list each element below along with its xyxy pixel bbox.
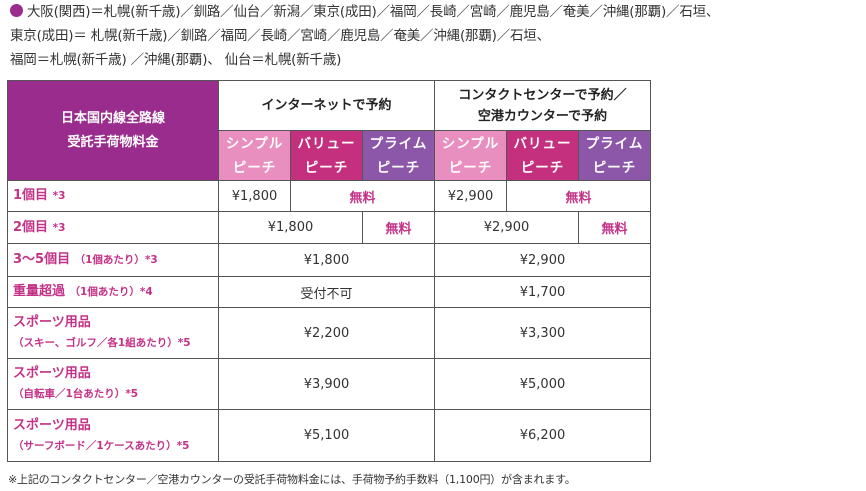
fare-header-prime-peach: プライム ピーチ: [362, 130, 435, 181]
route-text: 福岡＝札幌(新千歳) ／沖縄(那覇)、 仙台＝札幌(新千歳): [10, 52, 342, 68]
route-text: 大阪(関西)＝札幌(新千歳)／釧路／仙台／新潟／東京(成田)／福岡／長崎／宮崎／…: [27, 4, 720, 20]
route-list: 大阪(関西)＝札幌(新千歳)／釧路／仙台／新潟／東京(成田)／福岡／長崎／宮崎／…: [10, 0, 860, 72]
row-header: スポーツ用品 （サーフボード／1ケースあたり）*5: [7, 409, 219, 462]
fee-cell: ¥5,000: [433, 358, 652, 410]
row-header: スポーツ用品 （スキー、ゴルフ／各1組あたり）*5: [7, 307, 219, 359]
row-sublabel: （スキー、ゴルフ／各1組あたり）: [13, 337, 178, 349]
table-row: 3～5個目 （1個あたり）*3 ¥1,800 ¥2,900: [7, 243, 652, 277]
row-header: 2個目 *3: [7, 211, 219, 244]
fare-name: シンプル: [441, 135, 500, 152]
row-header: スポーツ用品 （自転車／1台あたり）*5: [7, 358, 219, 410]
row-label: 2個目: [13, 219, 49, 235]
table-row: 2個目 *3 ¥1,800 無料 ¥2,900 無料: [7, 211, 652, 244]
corner-line-1: 日本国内線全路線: [60, 110, 165, 126]
row-sublabel: （1個あたり）: [74, 254, 145, 266]
row-note: *5: [125, 388, 139, 400]
fee-cell: ¥6,200: [433, 409, 652, 462]
fee-cell: ¥5,100: [218, 409, 435, 462]
group-label: インターネットで予約: [261, 98, 392, 113]
fee-cell: ¥2,900: [433, 243, 652, 277]
row-sublabel: （1個あたり）: [69, 286, 140, 298]
table-row: スポーツ用品 （スキー、ゴルフ／各1組あたり）*5 ¥2,200 ¥3,300: [7, 307, 652, 359]
row-header: 1個目 *3: [7, 180, 219, 212]
fee-cell: 無料: [505, 180, 652, 212]
group-header-internet: インターネットで予約: [218, 80, 435, 131]
fee-cell: ¥2,200: [218, 307, 435, 359]
row-sublabel: （サーフボード／1ケースあたり）: [13, 439, 177, 452]
fare-name: バリュー: [513, 135, 572, 152]
fee-cell: ¥1,800: [218, 180, 291, 212]
fee-cell: ¥2,900: [434, 211, 579, 244]
row-header: 3～5個目 （1個あたり）*3: [7, 243, 219, 277]
fee-cell: 無料: [290, 180, 435, 212]
group-label-line-1: コンタクトセンターで予約／: [458, 87, 627, 103]
row-note: *3: [52, 190, 66, 202]
fare-header-prime-peach: プライム ピーチ: [577, 130, 652, 181]
route-line-tokyo: 東京(成田)＝ 札幌(新千歳)／釧路／福岡／長崎／宮崎／鹿児島／奄美／沖縄(那覇…: [10, 24, 860, 48]
row-label: 3～5個目: [13, 252, 71, 267]
table-corner-header: 日本国内線全路線 受託手荷物料金: [7, 80, 219, 181]
fare-name: シンプル: [225, 135, 284, 152]
footnote: ※上記のコンタクトセンター／空港カウンターの受託手荷物料金には、手荷物予約手数料…: [8, 473, 576, 486]
group-label-line-2: 空港カウンターで予約: [477, 108, 608, 124]
table-row: スポーツ用品 （自転車／1台あたり）*5 ¥3,900 ¥5,000: [7, 358, 652, 410]
fee-cell: ¥1,800: [218, 211, 363, 244]
row-note: *5: [176, 439, 190, 452]
row-header: 重量超過 （1個あたり）*4: [7, 276, 219, 308]
fare-name: ピーチ: [592, 159, 637, 176]
fare-header-simple-peach: シンプル ピーチ: [218, 130, 291, 181]
fee-cell: 無料: [362, 211, 435, 244]
fee-cell: 無料: [577, 211, 652, 244]
fare-name: バリュー: [297, 135, 356, 152]
bullet-dot-icon: [10, 4, 23, 17]
row-label: スポーツ用品: [13, 417, 91, 433]
fare-name: プライム: [369, 135, 428, 152]
fee-cell: 受付不可: [218, 276, 435, 308]
route-line-fukuoka: 福岡＝札幌(新千歳) ／沖縄(那覇)、 仙台＝札幌(新千歳): [10, 48, 860, 72]
table-row: 重量超過 （1個あたり）*4 受付不可 ¥1,700: [7, 276, 652, 308]
fare-header-value-peach: バリュー ピーチ: [506, 130, 579, 181]
row-note: *4: [139, 286, 153, 298]
fee-cell: ¥2,900: [434, 180, 507, 212]
row-label: 1個目: [13, 188, 49, 203]
route-text: 東京(成田)＝ 札幌(新千歳)／釧路／福岡／長崎／宮崎／鹿児島／奄美／沖縄(那覇…: [10, 28, 550, 44]
row-label: スポーツ用品: [13, 366, 91, 381]
row-sublabel: （自転車／1台あたり）: [13, 388, 126, 400]
row-note: *3: [144, 254, 158, 266]
table-row: 1個目 *3 ¥1,800 無料 ¥2,900 無料: [7, 180, 652, 212]
fee-cell: ¥3,300: [433, 307, 652, 359]
corner-line-2: 受託手荷物料金: [67, 134, 159, 150]
row-note: *3: [52, 221, 66, 234]
fare-header-value-peach: バリュー ピーチ: [290, 130, 363, 181]
fare-name: ピーチ: [520, 159, 565, 176]
fare-header-simple-peach: シンプル ピーチ: [434, 130, 507, 181]
row-label: 重量超過: [13, 284, 66, 299]
fare-name: プライム: [585, 135, 644, 152]
route-line-osaka: 大阪(関西)＝札幌(新千歳)／釧路／仙台／新潟／東京(成田)／福岡／長崎／宮崎／…: [10, 0, 860, 24]
row-label: スポーツ用品: [13, 315, 91, 330]
baggage-fee-table: 日本国内線全路線 受託手荷物料金 インターネットで予約 コンタクトセンターで予約…: [7, 80, 652, 462]
group-header-contact: コンタクトセンターで予約／ 空港カウンターで予約: [433, 80, 652, 131]
fare-name: ピーチ: [304, 159, 349, 176]
fee-cell: ¥3,900: [218, 358, 435, 410]
fee-cell: ¥1,800: [218, 243, 435, 277]
fare-name: ピーチ: [376, 159, 421, 176]
row-note: *5: [177, 337, 191, 349]
fare-name: ピーチ: [232, 159, 277, 176]
fee-cell: ¥1,700: [433, 276, 652, 308]
table-row: スポーツ用品 （サーフボード／1ケースあたり）*5 ¥5,100 ¥6,200: [7, 409, 652, 462]
fare-name: ピーチ: [448, 159, 493, 176]
